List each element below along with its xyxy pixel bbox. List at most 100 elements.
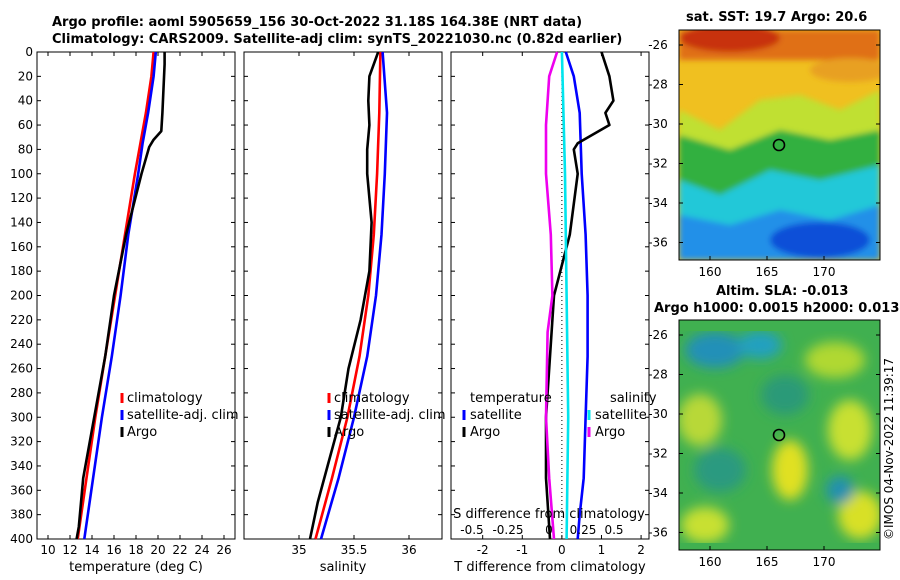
x-tick-label-14: 14 [84, 543, 99, 557]
imos-credit: ©IMOS 04-Nov-2022 11:39:17 [882, 358, 896, 540]
series-line-climatology [76, 51, 155, 540]
sla-map [679, 320, 880, 550]
map-lon-label-160: 160 [699, 555, 722, 569]
y-tick-label-120: 120 [10, 191, 33, 205]
x-tick-label-35.5: 35.5 [341, 543, 368, 557]
map-lon-label-170: 170 [813, 555, 836, 569]
y-tick-label-140: 140 [10, 215, 33, 229]
y-tick-label-340: 340 [10, 459, 33, 473]
series-line-t-satellite [564, 51, 589, 540]
legend-label-s-Argo: Argo [595, 425, 625, 440]
legend-label-climatology: climatology [127, 391, 203, 406]
map-lon-label-165: 165 [756, 265, 779, 279]
y-tick-label-300: 300 [10, 410, 33, 424]
sst-argo-marker [772, 138, 786, 152]
y-tick-label-180: 180 [10, 264, 33, 278]
y-tick-label-100: 100 [10, 167, 33, 181]
sla-map-frame [678, 319, 881, 551]
x-top-tick-label--0.5: -0.5 [460, 523, 483, 537]
y-tick-label-40: 40 [18, 94, 33, 108]
legend-title-temperature: temperature [470, 391, 552, 406]
map-lon-label-170: 170 [813, 265, 836, 279]
y-tick-label-200: 200 [10, 289, 33, 303]
x-tick-label-0: 0 [558, 543, 566, 557]
figure-title-line2: Climatology: CARS2009. Satellite-adj cli… [52, 32, 623, 47]
y-tick-label-20: 20 [18, 69, 33, 83]
y-tick-label-260: 260 [10, 362, 33, 376]
x-tick-label-16: 16 [106, 543, 121, 557]
series-line-satellite-adj-clim [83, 51, 158, 540]
series-line-argo [75, 52, 166, 540]
y-tick-label-80: 80 [18, 142, 33, 156]
y-tick-label-320: 320 [10, 435, 33, 449]
map-lat-label--30: -30 [648, 117, 668, 131]
legend-label-climatology: climatology [334, 391, 410, 406]
x-axis-label-temperature: temperature (deg C) [69, 560, 203, 575]
map-lat-label--32: -32 [648, 447, 668, 461]
map-lat-label--26: -26 [648, 38, 668, 52]
x-tick-label-26: 26 [216, 543, 231, 557]
map-lat-label--28: -28 [648, 368, 668, 382]
sst-map-frame [678, 29, 881, 261]
x-tick-label-18: 18 [128, 543, 143, 557]
sla-argo-marker [772, 428, 786, 442]
x-tick-label-1: 1 [598, 543, 606, 557]
x-tick-label-36: 36 [401, 543, 416, 557]
x-tick-label-12: 12 [62, 543, 77, 557]
x-tick-label-22: 22 [172, 543, 187, 557]
y-tick-label-240: 240 [10, 337, 33, 351]
x-tick-label-2: 2 [637, 543, 645, 557]
legend-label-t-satellite: satellite [470, 408, 522, 423]
map-lat-label--36: -36 [648, 526, 668, 540]
y-tick-label-160: 160 [10, 240, 33, 254]
map-lat-label--32: -32 [648, 157, 668, 171]
y-tick-label-400: 400 [10, 532, 33, 546]
legend-label-t-Argo: Argo [470, 425, 500, 440]
temperature-panel-frame [36, 51, 236, 540]
x-tick-label-35: 35 [291, 543, 306, 557]
legend-label-satellite-adj-clim: satellite-adj. clim [334, 408, 446, 423]
y-tick-label-280: 280 [10, 386, 33, 400]
y-tick-label-360: 360 [10, 483, 33, 497]
legend-label-argo: Argo [127, 425, 157, 440]
series-line-argo [308, 51, 380, 540]
x-top-tick-label-0.25: 0.25 [570, 523, 597, 537]
series-line-s-argo [544, 51, 559, 540]
x-tick-label-20: 20 [150, 543, 165, 557]
x-tick-label--2: -2 [477, 543, 489, 557]
legend-label-s-satellite: satellite [595, 408, 647, 423]
series-line-climatology [314, 51, 382, 540]
y-tick-label-60: 60 [18, 118, 33, 132]
x-top-tick-label--0.25: -0.25 [492, 523, 523, 537]
x-top-tick-label-0: 0 [545, 523, 553, 537]
y-tick-label-220: 220 [10, 313, 33, 327]
sst-map-title: sat. SST: 19.7 Argo: 20.6 [686, 10, 868, 25]
x-axis-label-top-salinity: S difference from climatology [453, 507, 645, 522]
map-lat-label--34: -34 [648, 196, 668, 210]
sla-map-title-line1: Altim. SLA: -0.013 [716, 284, 849, 299]
x-tick-label--1: -1 [516, 543, 528, 557]
map-lat-label--28: -28 [648, 78, 668, 92]
difference-panel-frame [450, 51, 650, 540]
y-tick-label-0: 0 [25, 45, 33, 59]
sst-map [679, 30, 880, 260]
x-axis-label-salinity: salinity [320, 560, 367, 575]
figure-title-line1: Argo profile: aoml 5905659_156 30-Oct-20… [52, 15, 583, 30]
series-line-s-satellite [560, 51, 570, 540]
x-axis-label-differences: T difference from climatology [453, 560, 646, 575]
legend-title-salinity: salinity [610, 391, 657, 406]
y-tick-label-380: 380 [10, 508, 33, 522]
x-top-tick-label-0.5: 0.5 [604, 523, 623, 537]
legend-label-satellite-adj-clim: satellite-adj. clim [127, 408, 239, 423]
series-line-satellite-adj-clim [319, 51, 389, 540]
map-lat-label--36: -36 [648, 236, 668, 250]
x-tick-label-24: 24 [194, 543, 209, 557]
map-lat-label--26: -26 [648, 328, 668, 342]
map-lon-label-160: 160 [699, 265, 722, 279]
x-tick-label-10: 10 [40, 543, 55, 557]
map-lat-label--34: -34 [648, 486, 668, 500]
map-lat-label--30: -30 [648, 407, 668, 421]
legend-label-argo: Argo [334, 425, 364, 440]
map-lon-label-165: 165 [756, 555, 779, 569]
